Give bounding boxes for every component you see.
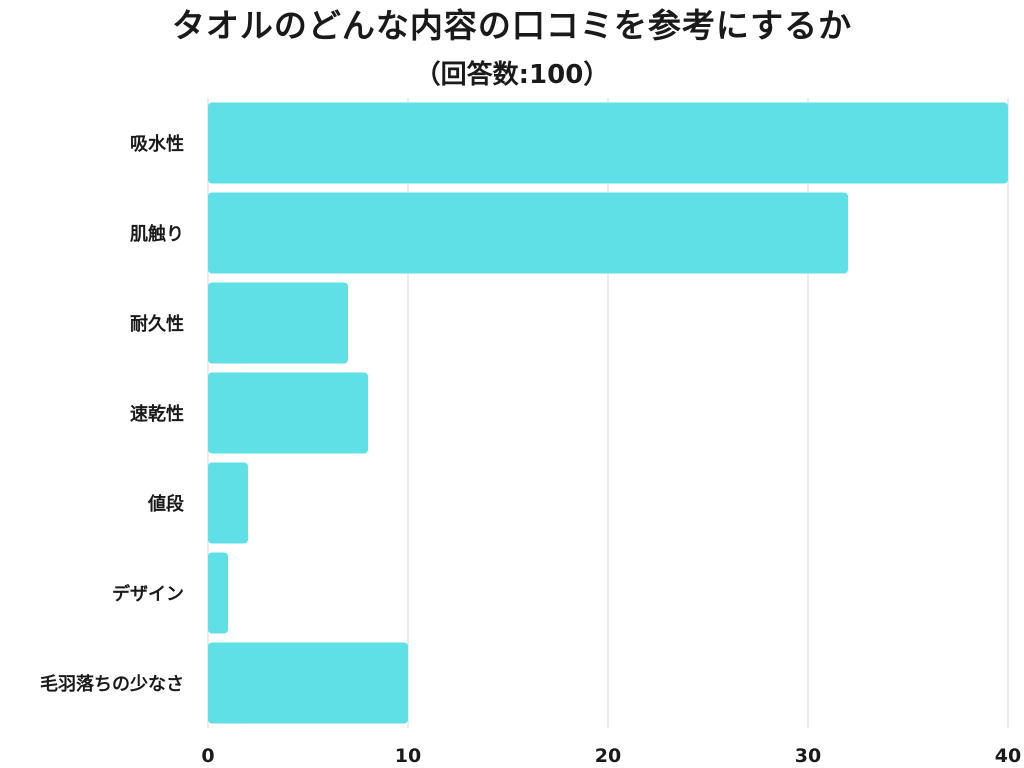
category-label: 速乾性: [130, 403, 184, 425]
x-tick-label: 0: [201, 745, 214, 767]
x-tick-label: 40: [995, 745, 1021, 767]
x-tick-label: 20: [595, 745, 621, 767]
bar: [208, 372, 368, 454]
bar: [208, 102, 1008, 184]
x-tick-label: 30: [795, 745, 821, 767]
x-tick-label: 10: [395, 745, 421, 767]
category-label: デザイン: [112, 583, 184, 605]
chart-subtitle: （回答数:100）: [414, 60, 610, 90]
bar: [208, 192, 848, 274]
bars: [208, 102, 1008, 724]
bar: [208, 282, 348, 364]
category-label: 値段: [147, 493, 185, 515]
x-axis-ticks: 0 10 20 30 40: [201, 745, 1021, 767]
category-label: 吸水性: [130, 133, 184, 155]
chart-title: タオルのどんな内容の口コミを参考にするか: [171, 6, 853, 45]
category-label: 耐久性: [130, 313, 184, 335]
bar: [208, 462, 248, 544]
category-label: 毛羽落ちの少なさ: [40, 673, 184, 695]
bar: [208, 642, 408, 724]
bar: [208, 552, 228, 634]
category-label: 肌触り: [130, 223, 184, 245]
